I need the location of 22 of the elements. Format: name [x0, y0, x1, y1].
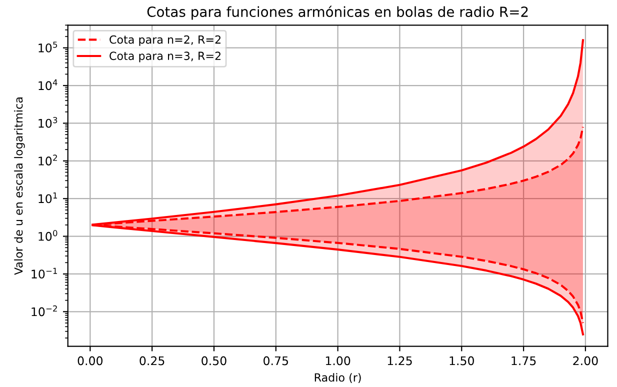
y-tick-label: 10$^{−1}$	[32, 268, 57, 279]
y-tick-label: 10$^{−2}$	[32, 305, 57, 316]
y-tick-label: 10$^{0}$	[38, 230, 58, 241]
y-axis-title: Valor de u en escala logaritmica	[14, 98, 25, 275]
y-tick-label: 10$^{5}$	[38, 42, 58, 52]
y-tick-label: 10$^{4}$	[38, 79, 58, 90]
x-tick-label: 0.00	[78, 356, 103, 366]
x-tick-label: 1.00	[326, 356, 350, 366]
x-tick-label: 2.00	[573, 356, 598, 366]
x-axis-title: Radio (r)	[314, 373, 361, 383]
x-tick-label: 0.25	[140, 356, 164, 366]
x-tick-label: 0.50	[202, 356, 226, 366]
legend-label: Cota para n=2, R=2	[110, 35, 220, 46]
x-tick-label: 1.75	[512, 356, 536, 366]
x-tick-label: 0.75	[264, 356, 288, 366]
chart-title: Cotas para funciones armónicas en bolas de radio R=2	[147, 6, 528, 20]
y-tick-label: 10$^{3}$	[38, 116, 58, 128]
x-tick-label: 1.25	[388, 356, 412, 366]
y-tick-label: 10$^{2}$	[38, 154, 57, 166]
x-tick-label: 1.50	[450, 356, 474, 366]
legend-label: Cota para n=3, R=2	[110, 52, 220, 62]
y-tick-label: 10$^{1}$	[38, 192, 57, 204]
